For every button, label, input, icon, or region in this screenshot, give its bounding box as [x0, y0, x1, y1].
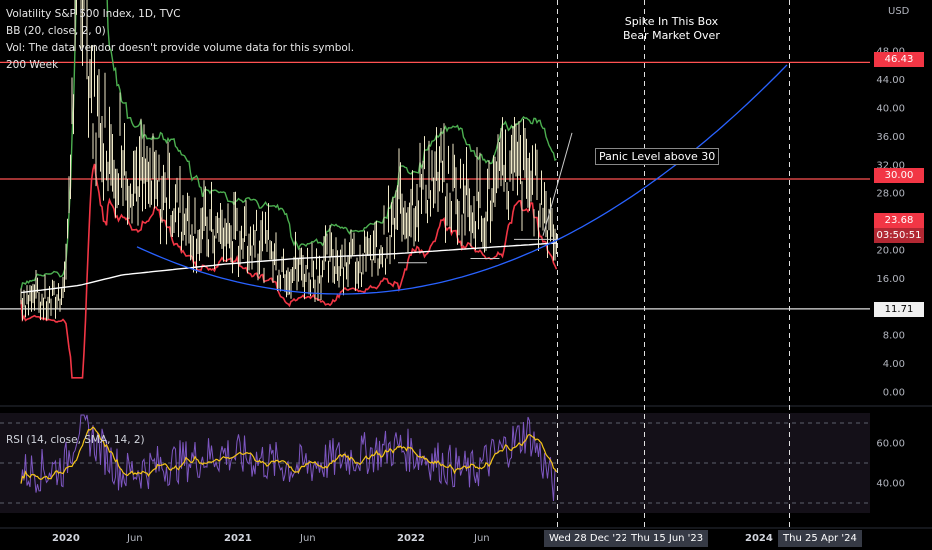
rsi-legend: RSI (14, close, SMA, 14, 2): [6, 434, 145, 446]
y-tick-label: 40.00: [876, 104, 905, 115]
y-tick-label: 8.00: [883, 331, 905, 342]
x-label-2021: 2021: [224, 533, 252, 544]
spike-note-line1: Spike In This Box: [624, 15, 719, 28]
panic-level-note[interactable]: Panic Level above 30: [595, 148, 720, 165]
y-tick-label: 16.00: [876, 274, 905, 285]
price-series: [20, 0, 557, 321]
price-tag-last: 23.68: [874, 213, 924, 228]
x-label-jun-2020: Jun: [127, 533, 143, 544]
legend-vol: Vol: The data vendor doesn't provide vol…: [6, 42, 355, 54]
x-label-2024: 2024: [745, 533, 773, 544]
date-tag-dec-2022: Wed 28 Dec '22: [544, 530, 633, 547]
spike-box-note[interactable]: Spike In This Box Bear Market Over: [620, 14, 723, 44]
rsi-tick-label: 40.00: [876, 479, 905, 490]
y-tick-label: 32.00: [876, 160, 905, 171]
y-tick-label: 28.00: [876, 189, 905, 200]
price-tag-countdown: 03:50:51: [874, 228, 924, 243]
trend-line: [542, 132, 573, 236]
rsi-tick-label: 60.00: [876, 439, 905, 450]
x-label-2020: 2020: [52, 533, 80, 544]
rsi-ma-line: [20, 426, 558, 484]
y-tick-label: 36.00: [876, 132, 905, 143]
y-tick-label: 44.00: [876, 75, 905, 86]
y-tick-label: 20.00: [876, 246, 905, 257]
y-tick-label: 0.00: [883, 388, 905, 399]
bb-lower-line: [20, 163, 558, 379]
price-tag-high: 46.43: [874, 52, 924, 67]
ma-200-week-line: [20, 242, 558, 294]
chart-legend: Volatility S&P 500 Index, 1D, TVC BB (20…: [6, 6, 354, 74]
price-tag-panic: 30.00: [874, 168, 924, 183]
legend-title: Volatility S&P 500 Index, 1D, TVC: [6, 8, 181, 20]
x-label-jun-2022: Jun: [474, 533, 490, 544]
x-label-2022: 2022: [397, 533, 425, 544]
date-tag-jun-2023: Thu 15 Jun '23: [626, 530, 709, 547]
bb-upper-line: [20, 0, 557, 290]
spike-note-line2: Bear Market Over: [623, 29, 720, 42]
x-label-jun-2021: Jun: [300, 533, 316, 544]
date-tag-apr-2024: Thu 25 Apr '24: [778, 530, 862, 547]
legend-bb: BB (20, close, 2, 0): [6, 25, 106, 37]
price-tag-low: 11.71: [874, 302, 924, 317]
legend-ma: 200 Week: [6, 59, 59, 71]
y-tick-label: 4.00: [883, 359, 905, 370]
currency-label: USD: [888, 6, 910, 17]
rsi-line: [20, 414, 557, 502]
